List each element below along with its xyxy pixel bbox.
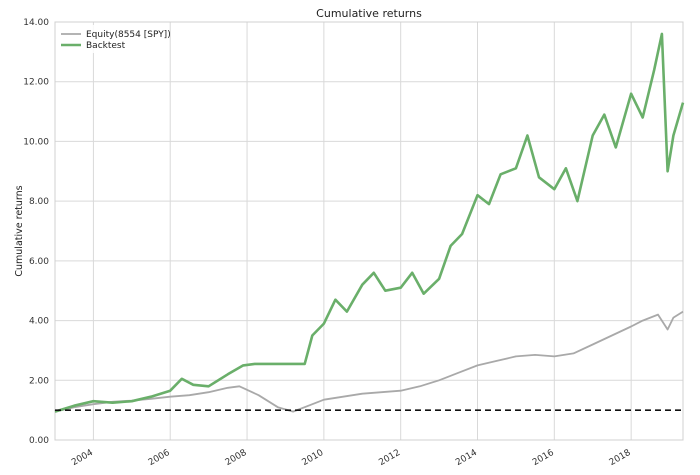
x-tick-label: 2014	[454, 448, 479, 468]
y-tick-label: 10.00	[23, 137, 49, 147]
legend: Equity(8554 [SPY])Backtest	[58, 25, 171, 53]
y-tick-label: 2.00	[29, 376, 49, 386]
x-tick-label: 2010	[301, 448, 326, 468]
series-line-1	[54, 32, 685, 413]
x-tick-label: 2012	[377, 448, 402, 468]
y-tick-label: 4.00	[29, 317, 49, 327]
y-tick-label: 14.00	[23, 18, 49, 28]
x-tick-label: 2006	[147, 448, 172, 468]
x-tick-label: 2008	[224, 448, 249, 468]
y-tick-label: 12.00	[23, 78, 49, 88]
plot-frame	[54, 21, 684, 441]
x-tick-label: 2016	[531, 448, 556, 468]
series-layer	[54, 32, 685, 413]
grid	[55, 21, 683, 441]
x-tick-label: 2018	[608, 448, 633, 468]
x-axis-ticks: 2004 2006 2008 2010 2012 2014 2016 2018	[70, 448, 633, 468]
y-axis-ticks: 0.00 2.00 4.00 6.00 8.00 10.00 12.00 14.00	[23, 18, 49, 446]
legend-entry: Backtest	[86, 41, 126, 51]
y-tick-label: 0.00	[29, 436, 49, 446]
y-axis-label: Cumulative returns	[14, 185, 25, 276]
series-line-0	[54, 310, 684, 413]
legend-entry: Equity(8554 [SPY])	[86, 30, 171, 40]
legend-box	[58, 25, 158, 53]
chart-title: Cumulative returns	[316, 7, 422, 20]
x-tick-label: 2004	[70, 448, 95, 468]
y-tick-label: 8.00	[29, 197, 49, 207]
y-tick-label: 6.00	[29, 257, 49, 267]
